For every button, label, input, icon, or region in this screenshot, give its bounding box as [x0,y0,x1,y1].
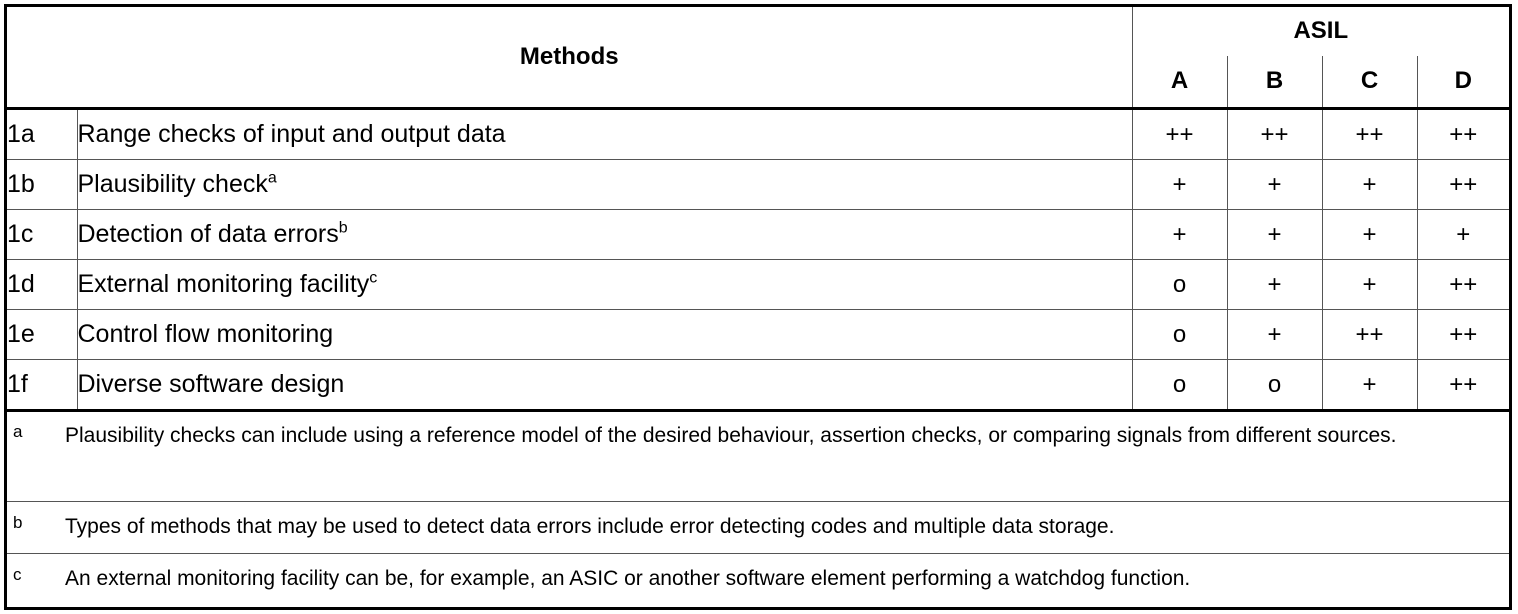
footnote-text: Types of methods that may be used to det… [65,515,1115,538]
method-name-cell: Control flow monitoring [76,309,1133,360]
method-id: 1e [7,309,78,360]
method-name: Diverse software design [77,370,345,398]
method-name: Control flow monitoring [77,320,334,348]
table-row: 1a Range checks of input and output data +… [7,108,1510,160]
table-row: 1f Diverse software design o o + ++ [7,359,1510,412]
footnote-c: c An external monitoring facility can be,… [7,553,1509,605]
method-id: 1a [7,108,78,160]
asil-rating: + [1131,209,1228,260]
header-row: Methods ASIL [7,7,1510,110]
method-name: Detection of data errors [77,220,339,248]
method-name-cell: Plausibility checka [76,159,1133,210]
asil-rating: + [1321,209,1418,260]
asil-rating: o [1131,259,1228,310]
methods-table-frame: Methods ASIL A B C D 1a Range checks of i… [4,4,1512,610]
table-body: 1a Range checks of input and output data +… [7,108,1510,412]
asil-rating: o [1226,359,1323,412]
asil-level-a: A [1132,55,1228,110]
table-row: 1c Detection of data errorsb + + + + [7,209,1510,260]
footnote-a: a Plausibility checks can include using a… [7,417,1509,501]
footnote-text: Plausibility checks can include using a … [65,424,1397,447]
method-name-cell: External monitoring facilityc [76,259,1133,310]
asil-rating: ++ [1416,359,1510,412]
asil-rating: ++ [1131,108,1228,160]
table-row: 1d External monitoring facilityc o + + ++ [7,259,1510,310]
asil-rating: + [1226,309,1323,360]
method-name-cell: Detection of data errorsb [76,209,1133,260]
method-name: Plausibility check [77,170,268,198]
asil-rating: ++ [1416,309,1510,360]
method-id: 1c [7,209,78,260]
asil-level-c: C [1321,55,1418,110]
asil-rating: o [1131,359,1228,412]
asil-rating: ++ [1416,159,1510,210]
asil-rating: ++ [1226,108,1323,160]
asil-header: ASIL [1131,7,1510,56]
footnote-ref: c [369,269,378,287]
footnote-mark: c [13,565,22,584]
asil-level-b: B [1226,55,1323,110]
asil-rating: + [1226,159,1323,210]
method-name: Range checks of input and output data [77,120,506,148]
method-id: 1f [7,359,78,412]
asil-rating: + [1321,359,1418,412]
table-row: 1e Control flow monitoring o + ++ ++ [7,309,1510,360]
footnote-mark: b [13,513,23,532]
asil-rating: ++ [1321,309,1418,360]
footnote-ref: b [338,219,348,237]
asil-rating: + [1321,259,1418,310]
footnote-text: An external monitoring facility can be, … [65,567,1191,590]
asil-level-d: D [1416,55,1510,110]
asil-rating: + [1321,159,1418,210]
method-name-cell: Diverse software design [76,359,1133,412]
methods-table: Methods ASIL A B C D 1a Range checks of i… [7,7,1510,412]
asil-rating: ++ [1321,108,1418,160]
footnote-mark: a [13,422,23,441]
asil-levels-row: A B C D [7,55,1510,110]
asil-rating: + [1416,209,1510,260]
asil-rating: + [1226,259,1323,310]
asil-rating: ++ [1416,259,1510,310]
methods-header: Methods [7,7,1133,110]
footnote-ref: a [267,169,277,187]
method-id: 1d [7,259,78,310]
asil-rating: ++ [1416,108,1510,160]
asil-rating: + [1226,209,1323,260]
method-name-cell: Range checks of input and output data [76,108,1133,160]
asil-rating: o [1131,309,1228,360]
table-row: 1b Plausibility checka + + + ++ [7,159,1510,210]
asil-rating: + [1131,159,1228,210]
table-notes: a Plausibility checks can include using a… [7,417,1509,605]
method-id: 1b [7,159,78,210]
footnote-b: b Types of methods that may be used to de… [7,501,1509,553]
method-name: External monitoring facility [77,270,370,298]
